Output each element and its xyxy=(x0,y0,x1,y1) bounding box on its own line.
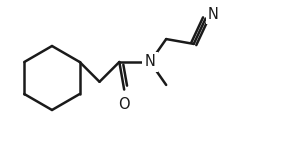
Text: N: N xyxy=(145,55,156,69)
Text: O: O xyxy=(118,97,130,112)
Text: N: N xyxy=(207,7,218,22)
